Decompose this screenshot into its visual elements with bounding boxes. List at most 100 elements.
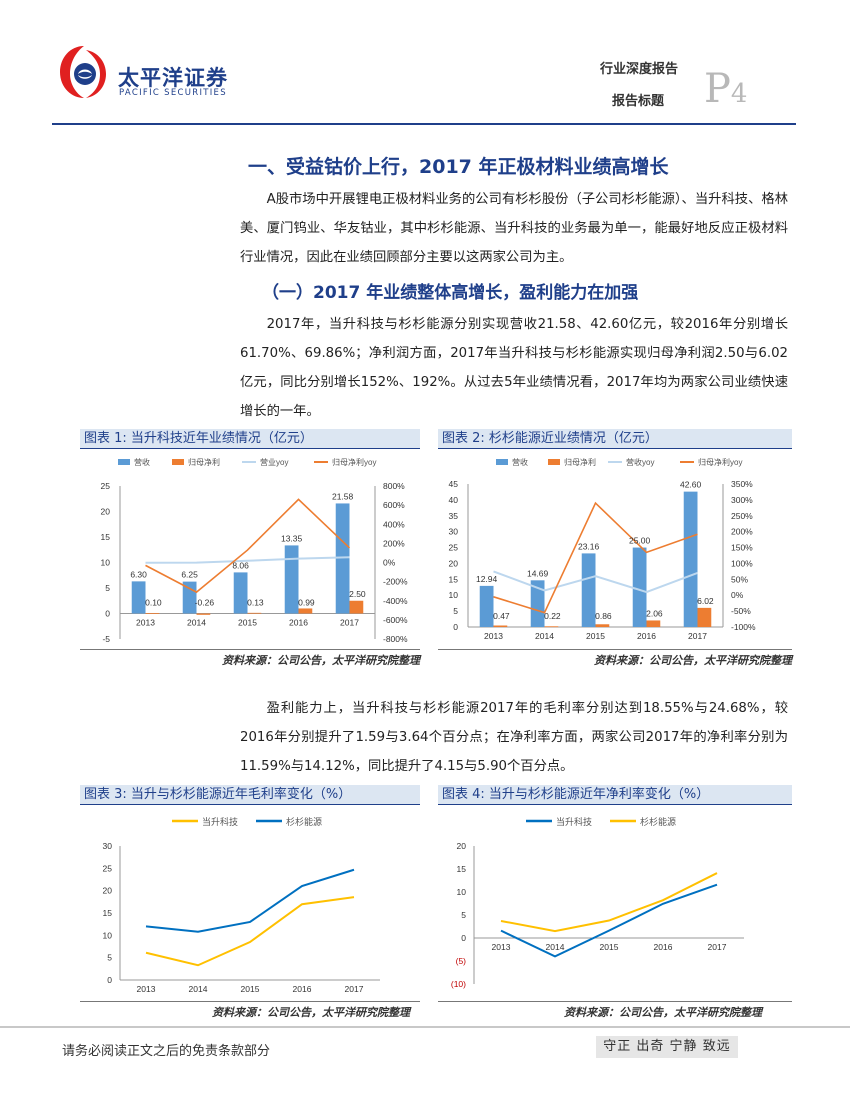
profit-bar — [697, 607, 712, 627]
y2-tick-label: 800% — [383, 481, 405, 491]
footer-disclaimer: 请务必阅读正文之后的免责条款部分 — [62, 1044, 271, 1059]
legend-swatch — [548, 459, 560, 465]
y-tick-label: 5 — [107, 953, 112, 963]
plot-area: 0 5 10 15 20 25 30 2013 2014 2015 2016 2017 — [103, 841, 380, 994]
y-tick-label: 20 — [101, 507, 111, 517]
profit-data-label: 6.02 — [697, 596, 714, 606]
legend-label: 营收 — [134, 457, 150, 467]
legend-swatch — [172, 459, 184, 465]
subsection-paragraph-1: 2017年，当升科技与杉杉能源分别实现营收21.58、42.60亿元，较2016… — [240, 310, 788, 426]
series-line — [145, 868, 355, 933]
legend-label: 营业yoy — [260, 457, 288, 467]
profit-bar — [493, 625, 508, 627]
x-tick-label: 2016 — [289, 618, 308, 628]
x-tick-label: 2013 — [484, 631, 503, 641]
figure-4-source: 资料来源：公司公告，太平洋研究院整理 — [564, 1006, 762, 1019]
y-tick-label: 5 — [461, 910, 466, 920]
figure-2-title: 图表 2: 杉杉能源近业绩情况（亿元） — [438, 429, 792, 449]
y-tick-label: 0 — [461, 933, 466, 943]
x-tick-label: 2014 — [187, 618, 206, 628]
plot-area: 0 5 10 15 20 25 30 35 40 45 -100% -50% 0% 50% 100% 150%… — [449, 479, 756, 641]
revenue-yoy-line — [145, 556, 350, 564]
profit-data-label: 0.47 — [493, 611, 510, 621]
revenue-yoy-line — [493, 570, 698, 594]
y-tick-label: 25 — [449, 543, 459, 553]
legend-label: 营收 — [512, 457, 528, 467]
figure-2-source: 资料来源：公司公告，太平洋研究院整理 — [594, 654, 792, 667]
revenue-data-label: 13.35 — [281, 533, 303, 543]
y2-tick-label: 0% — [383, 558, 396, 568]
legend-label: 归母净利 — [564, 457, 596, 467]
series-line — [500, 872, 718, 933]
x-tick-label: 2015 — [238, 618, 257, 628]
y2-tick-label: -400% — [383, 596, 408, 606]
legend-label: 当升科技 — [202, 816, 238, 827]
y-tick-label: 15 — [103, 908, 113, 918]
figure-3-title: 图表 3: 当升与杉杉能源近年毛利率变化（%） — [80, 785, 420, 805]
y2-tick-label: 50% — [731, 574, 748, 584]
page-prefix: P — [704, 66, 731, 112]
y-tick-label: 40 — [449, 495, 459, 505]
y2-tick-label: 400% — [383, 519, 405, 529]
y-tick-label: 0 — [107, 975, 112, 985]
revenue-data-label: 6.30 — [130, 569, 147, 579]
revenue-data-label: 8.06 — [232, 560, 249, 570]
revenue-bar — [233, 572, 248, 614]
legend-label: 杉杉能源 — [286, 816, 322, 827]
figure-3-divider — [80, 1001, 420, 1002]
figure-2-chart: 营收 归母净利 营收yoy 归母净利yoy 0 5 10 15 20 25 30 35 40 45… — [449, 457, 756, 641]
figure-3-chart: 当升科技 杉杉能源 0 5 10 15 20 25 30 2013 2014 2015 2016 20… — [103, 816, 380, 994]
x-tick-label: 2015 — [241, 984, 260, 994]
y-tick-label: -5 — [102, 634, 110, 644]
profit-data-label: 0.86 — [595, 611, 612, 621]
y2-tick-label: 200% — [383, 538, 405, 548]
y2-tick-label: 250% — [731, 511, 753, 521]
y2-tick-label: -50% — [731, 606, 751, 616]
y-tick-label: 10 — [103, 930, 113, 940]
figure-1-chart: 营收 归母净利 营业yoy 归母净利yoy -50510152025-800%-… — [101, 457, 408, 644]
figure-4-chart: 当升科技 杉杉能源 (10) (5) 0 5 10 15 20 2013 2014 2015 201… — [451, 816, 744, 989]
company-name-cn: 太平洋证券 — [118, 66, 228, 90]
header-divider — [52, 123, 796, 125]
y-tick-label: 5 — [453, 606, 458, 616]
profit-bar — [349, 600, 364, 614]
y2-tick-label: 350% — [731, 479, 753, 489]
legend: 营收 归母净利 营业yoy 归母净利yoy — [118, 457, 376, 467]
subsection-paragraph-2: 盈利能力上，当升科技与杉杉能源2017年的毛利率分别达到18.55%与24.68… — [240, 694, 788, 781]
legend-swatch — [496, 459, 508, 465]
revenue-data-label: 14.69 — [527, 568, 549, 578]
legend-label: 杉杉能源 — [640, 816, 676, 827]
legend-swatch — [118, 459, 130, 465]
figure-1-title: 图表 1: 当升科技近年业绩情况（亿元） — [80, 429, 420, 449]
legend-label: 归母净利yoy — [332, 457, 376, 467]
x-tick-label: 2016 — [637, 631, 656, 641]
profit-data-label: 0.22 — [544, 611, 561, 621]
y-tick-label: 15 — [457, 864, 467, 874]
y-tick-label: 10 — [449, 590, 459, 600]
page-number-value: 4 — [730, 79, 748, 109]
y-tick-label: (5) — [456, 956, 467, 966]
profit-yoy-line — [145, 498, 351, 594]
profit-bar — [646, 620, 661, 627]
revenue-data-label: 12.94 — [476, 574, 498, 584]
figure-4-title: 图表 4: 当升与杉杉能源近年净利率变化（%） — [438, 785, 792, 805]
legend-label: 当升科技 — [556, 816, 592, 827]
x-tick-label: 2017 — [340, 618, 359, 628]
y-tick-label: 20 — [449, 558, 459, 568]
profit-data-label: 0.13 — [247, 598, 264, 608]
y-tick-label: 10 — [101, 558, 111, 568]
x-tick-label: 2017 — [688, 631, 707, 641]
figure-4-divider — [438, 1001, 792, 1002]
revenue-bar — [632, 547, 647, 627]
x-tick-label: 2015 — [600, 942, 619, 952]
paragraph-text: 2017年，当升科技与杉杉能源分别实现营收21.58、42.60亿元，较2016… — [240, 317, 788, 419]
profit-data-label: 2.50 — [349, 589, 366, 599]
y-tick-label: 25 — [101, 481, 111, 491]
report-title: 报告标题 — [612, 94, 665, 109]
x-tick-label: 2013 — [137, 984, 156, 994]
footer-divider — [0, 1026, 850, 1028]
profit-data-label: 2.06 — [646, 608, 663, 618]
y2-tick-label: 100% — [731, 558, 753, 568]
x-tick-label: 2017 — [345, 984, 364, 994]
figure-3-source: 资料来源：公司公告，太平洋研究院整理 — [212, 1006, 410, 1019]
